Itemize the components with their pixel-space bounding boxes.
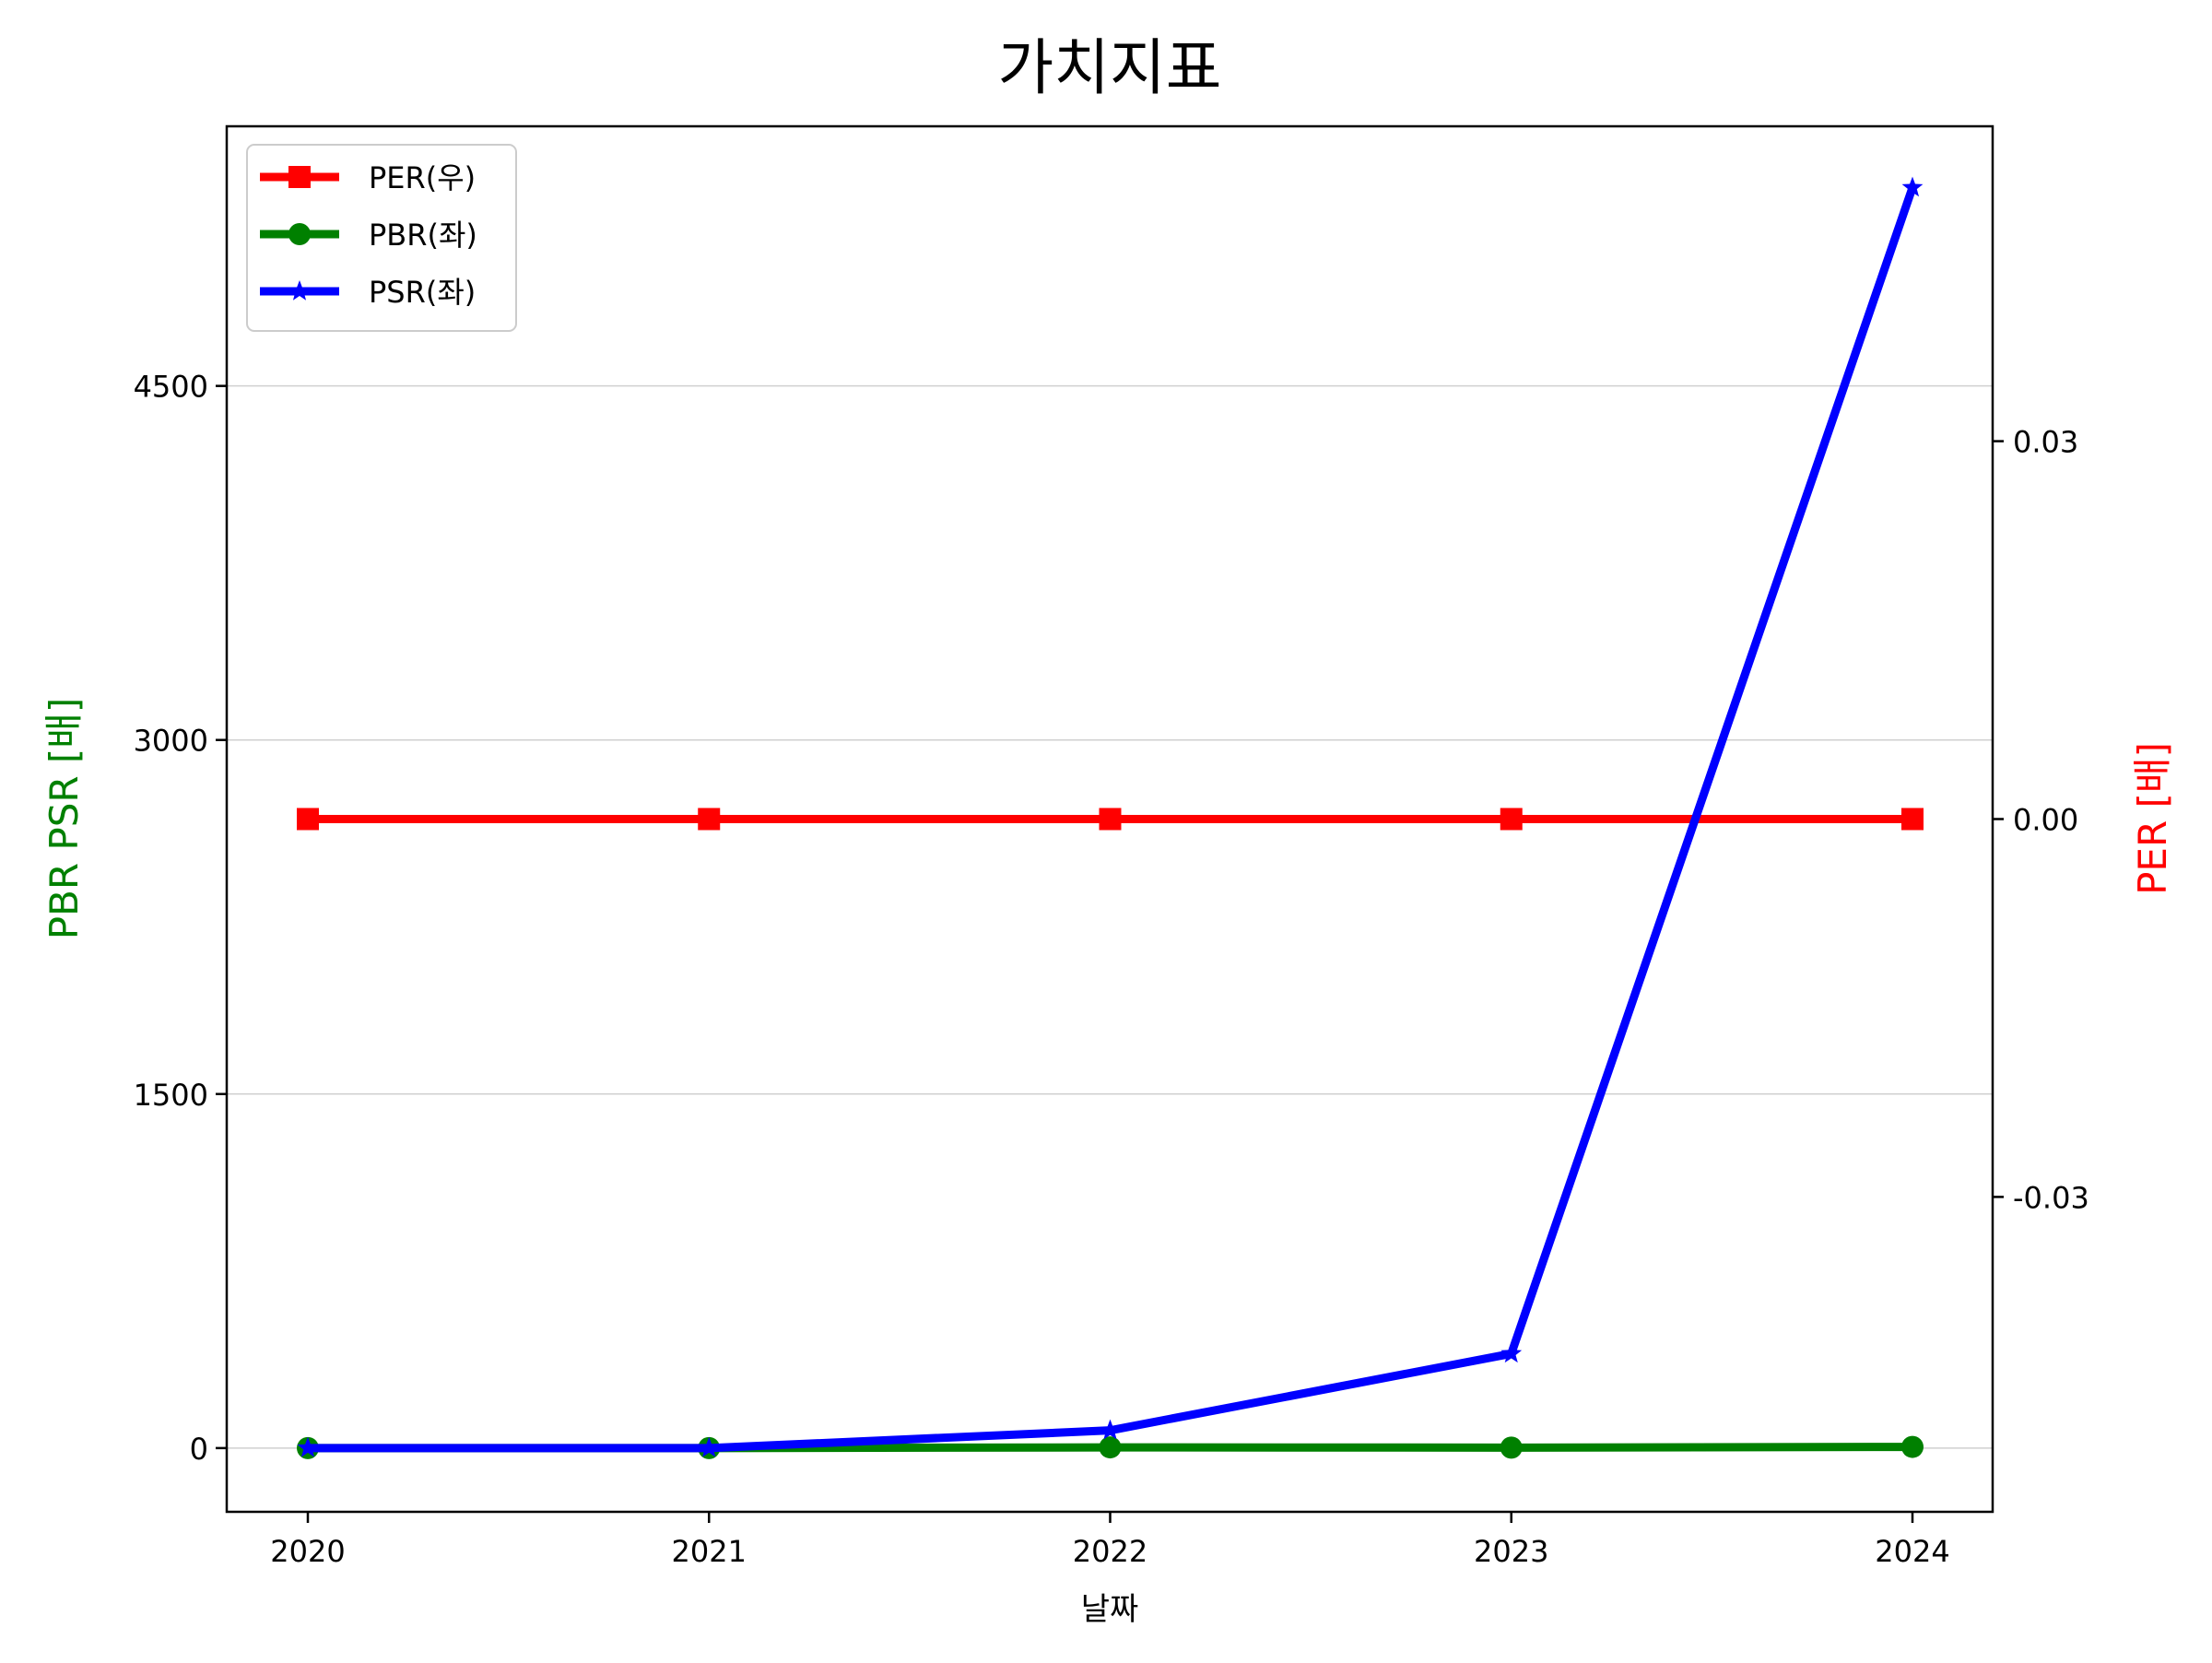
x-tick-label-0: 2020 bbox=[270, 1534, 345, 1569]
series-2-point-2 bbox=[1100, 1419, 1121, 1440]
series-0-point-2 bbox=[1099, 808, 1122, 831]
left-tick-label-1: 1500 bbox=[134, 1078, 208, 1113]
legend-swatch-marker-0 bbox=[288, 166, 311, 188]
series-2-point-4 bbox=[1901, 176, 1924, 197]
right-tick-label-2: 0.03 bbox=[2013, 425, 2078, 460]
legend-item-1: PBR(좌) bbox=[260, 218, 477, 253]
series-0-point-3 bbox=[1500, 808, 1523, 831]
legend: PER(우) PBR(좌) PSR(좌) bbox=[246, 144, 517, 332]
series-1-point-4 bbox=[1901, 1435, 1924, 1458]
left-tick-label-2: 3000 bbox=[134, 724, 208, 759]
series-0-point-1 bbox=[698, 808, 721, 831]
x-tick-label-3: 2023 bbox=[1474, 1534, 1548, 1569]
legend-label-1: PBR(좌) bbox=[369, 218, 477, 253]
left-tick-label-3: 4500 bbox=[134, 370, 208, 405]
x-tick-label-2: 2022 bbox=[1073, 1534, 1147, 1569]
series-0-point-4 bbox=[1901, 808, 1924, 831]
right-tick-label-0: -0.03 bbox=[2013, 1180, 2089, 1215]
legend-label-0: PER(우) bbox=[369, 160, 476, 195]
legend-swatch-marker-1 bbox=[288, 223, 311, 245]
legend-label-2: PSR(좌) bbox=[369, 275, 476, 310]
legend-item-2: PSR(좌) bbox=[260, 275, 476, 310]
axes-layer: 0 1500 3000 4500 -0.03 0.00 0.03 2020 2021 2022 20… bbox=[134, 370, 2089, 1569]
series-2-point-3 bbox=[1500, 1342, 1523, 1363]
series-2-point-0 bbox=[297, 1436, 319, 1457]
series-0-point-0 bbox=[297, 808, 319, 831]
x-tick-label-4: 2024 bbox=[1875, 1534, 1949, 1569]
series-2-point-1 bbox=[698, 1436, 720, 1457]
left-axis-label: PBR PSR [배] bbox=[41, 698, 87, 940]
series-layer bbox=[297, 176, 1924, 1459]
right-tick-label-1: 0.00 bbox=[2013, 803, 2078, 838]
chart-title: 가치지표 bbox=[998, 32, 1222, 103]
legend-item-0: PER(우) bbox=[260, 160, 476, 195]
series-0 bbox=[297, 808, 1924, 831]
right-axis-label: PER [배] bbox=[2130, 742, 2175, 895]
x-axis-label: 날짜 bbox=[1081, 1591, 1139, 1628]
series-1-point-3 bbox=[1500, 1436, 1523, 1459]
x-tick-label-1: 2021 bbox=[672, 1534, 747, 1569]
series-1-point-2 bbox=[1099, 1436, 1122, 1459]
legend-box bbox=[246, 144, 517, 332]
legend-swatch-marker-2 bbox=[288, 280, 311, 301]
series-2 bbox=[297, 176, 1924, 1457]
left-tick-label-0: 0 bbox=[190, 1432, 208, 1467]
